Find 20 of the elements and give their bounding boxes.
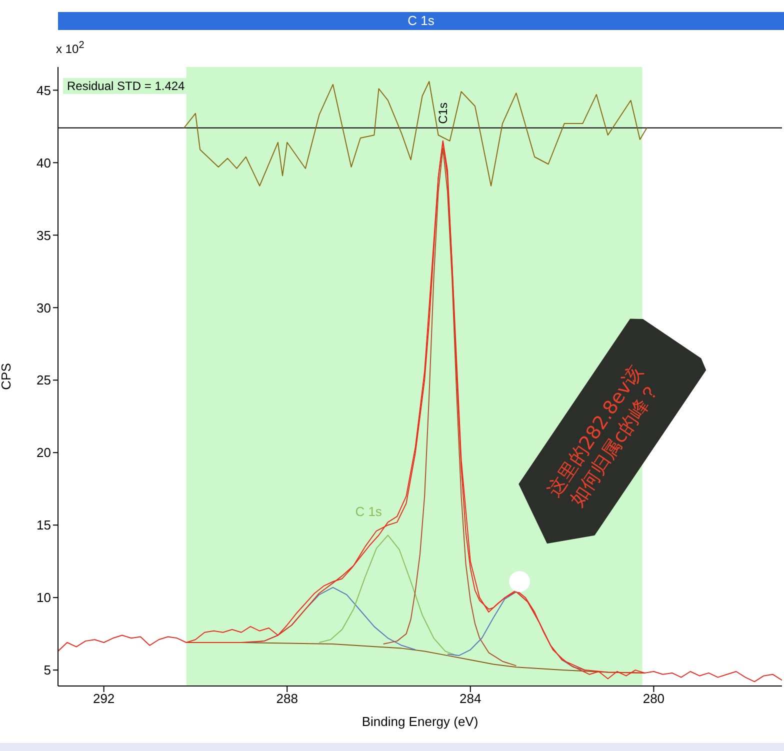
x-axis-title: Binding Energy (eV) <box>362 714 478 729</box>
annotation: C 1s <box>355 504 382 519</box>
annotation: C1s <box>436 102 450 124</box>
x-tick-label: 292 <box>92 691 115 706</box>
chart-title: C 1s <box>58 12 784 30</box>
x-tick-label: 288 <box>276 691 298 706</box>
y-tick-label: 30 <box>36 300 51 316</box>
text: x 10$^{2}$ <box>56 40 84 56</box>
y-tick-label: 20 <box>36 445 51 460</box>
x-tick-label: 280 <box>642 691 665 706</box>
y-tick-label: 40 <box>36 155 51 170</box>
y-tick-label: 15 <box>36 518 51 533</box>
y-tick-label: 45 <box>36 82 51 98</box>
y-tick-label: 35 <box>36 228 51 243</box>
y-tick-label: 10 <box>36 590 51 606</box>
annotation: Residual STD = 1.424 <box>63 78 189 94</box>
y-tick-label: 25 <box>36 372 51 388</box>
y-tick-label: 5 <box>44 662 51 678</box>
x-tick-label: 284 <box>460 691 482 706</box>
y-axis-title: CPS <box>0 362 14 390</box>
